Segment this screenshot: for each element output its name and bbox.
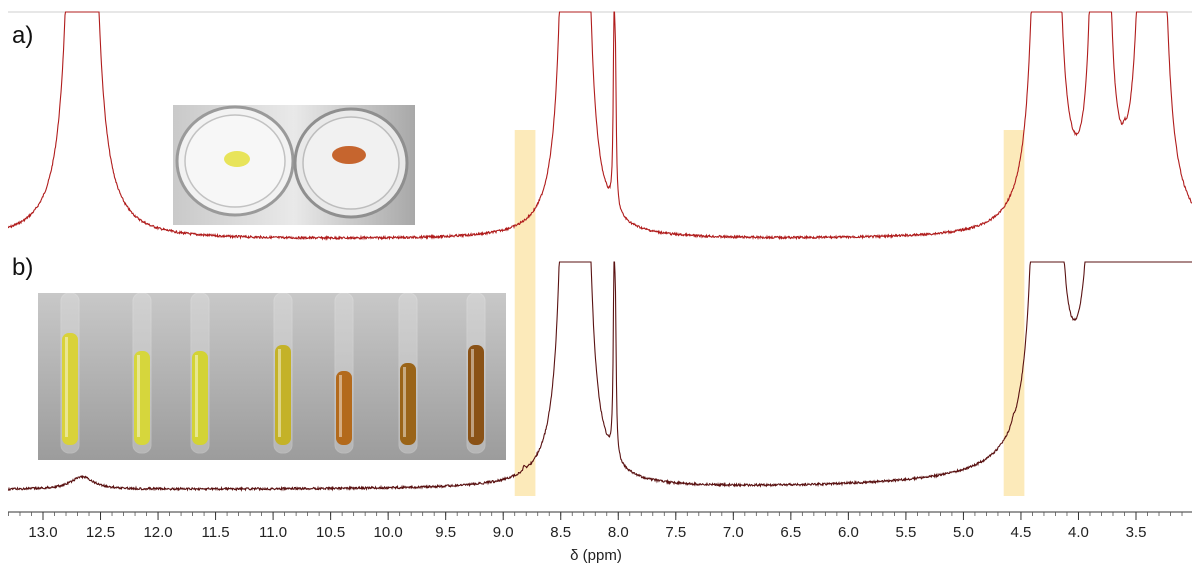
x-tick-label: 8.5	[550, 524, 571, 541]
x-tick-label: 9.0	[493, 524, 514, 541]
spectrum-trace-b	[7, 261, 1192, 492]
x-tick-label: 9.5	[435, 524, 456, 541]
highlight-bands	[514, 130, 1025, 496]
x-tick-label: 4.0	[1068, 524, 1089, 541]
x-tick-label: 6.5	[780, 524, 801, 541]
x-tick-label: 12.5	[86, 524, 115, 541]
spectrum-b	[7, 261, 1192, 492]
x-tick-label: 8.0	[608, 524, 629, 541]
highlight-band-1	[1003, 130, 1025, 496]
nmr-tube	[398, 293, 418, 454]
x-tick-label: 10.5	[316, 524, 345, 541]
x-tick-label: 10.0	[374, 524, 403, 541]
x-axis-title: δ (ppm)	[570, 547, 622, 564]
x-tick-label: 5.5	[895, 524, 916, 541]
x-tick-label: 13.0	[28, 524, 57, 541]
nmr-tube	[132, 293, 152, 454]
x-tick-label: 7.0	[723, 524, 744, 541]
nmr-tube	[466, 293, 486, 454]
x-tick-label: 5.0	[953, 524, 974, 541]
orange-powder	[332, 146, 366, 164]
nmr-tube	[334, 293, 354, 454]
spectrum-a	[7, 11, 1192, 242]
petri-dish-left	[175, 105, 295, 217]
nmr-tubes-photo	[38, 293, 506, 460]
nmr-tube	[60, 293, 80, 454]
spectra	[7, 11, 1192, 492]
petri-dish-image	[173, 105, 415, 225]
petri-dish-photo	[173, 105, 415, 225]
spectrum-trace-a	[7, 11, 1192, 242]
panel-label-a: a)	[12, 22, 34, 49]
x-tick-label: 12.0	[143, 524, 172, 541]
x-tick-label: 4.5	[1011, 524, 1032, 541]
highlight-band-0	[514, 130, 536, 496]
x-tick-label: 6.0	[838, 524, 859, 541]
x-tick-label: 3.5	[1126, 524, 1147, 541]
x-tick-label: 11.0	[259, 524, 287, 541]
petri-dish-right	[293, 107, 409, 219]
x-tick-label: 11.5	[202, 524, 230, 541]
x-axis: 13.0 12.5 12.0 11.5 11.0 10.5 10.0 9.5 9.0 8.5 8.0…	[8, 511, 1192, 541]
nmr-tubes-image	[38, 293, 506, 460]
panel-label-b: b)	[12, 254, 34, 281]
nmr-tube	[273, 293, 293, 454]
x-tick-label: 7.5	[665, 524, 686, 541]
nmr-tube	[190, 293, 210, 454]
yellow-powder	[224, 151, 250, 167]
